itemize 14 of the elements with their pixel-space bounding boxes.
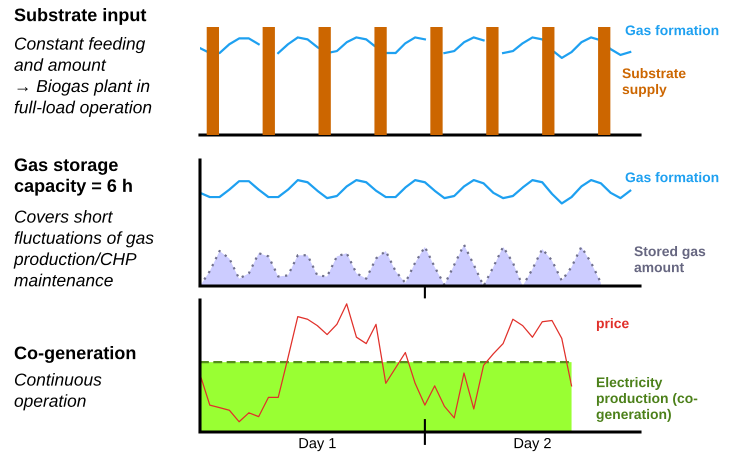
x-tick-label: Day 1 (299, 438, 336, 452)
text: Stored gas amount (634, 246, 706, 272)
text: Co-generation (14, 346, 136, 363)
text: Continuous operation (14, 373, 102, 410)
chart-title: Substrate input (14, 8, 146, 25)
series-label: Electricity production (co- generation) (596, 377, 698, 422)
series-label: Substrate supply (622, 68, 686, 97)
text: Covers short fluctuations of gas production/CHP maintenance (14, 210, 154, 286)
series-label: Gas formation (626, 172, 718, 182)
x-tick-label: Day 2 (514, 438, 551, 452)
text: price (596, 318, 629, 331)
chart-title: Gas storage capacity = 6 h (14, 158, 132, 196)
series-label: Gas formation (626, 25, 718, 36)
text: Constant feeding and amount → Biogas plant in full-load operation (14, 37, 152, 117)
